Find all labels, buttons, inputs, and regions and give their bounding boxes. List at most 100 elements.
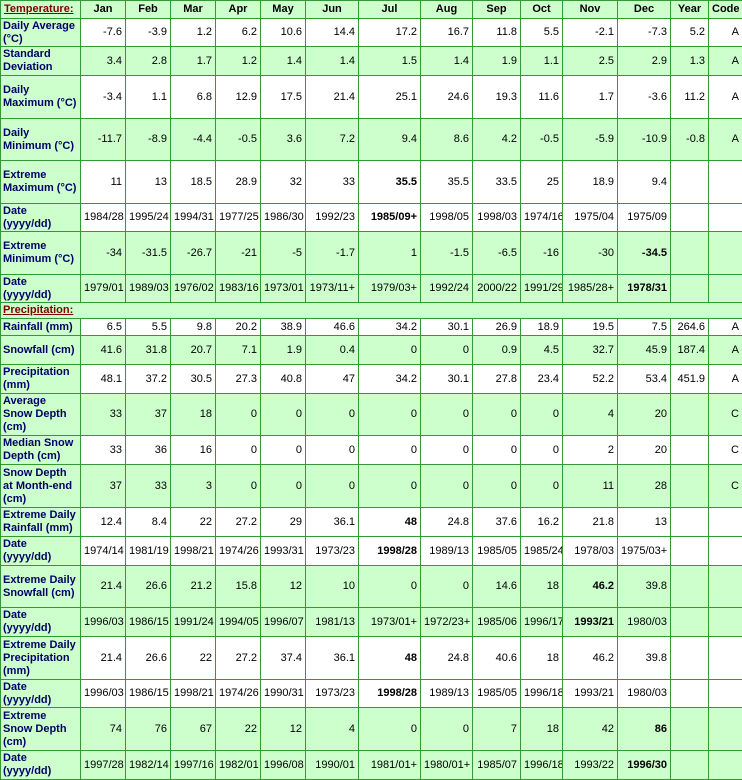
cell-value: 1997/28 bbox=[80, 750, 126, 780]
cell-value: 1986/15 bbox=[125, 607, 171, 637]
empty-cell bbox=[670, 231, 709, 275]
cell-value: 0 bbox=[420, 464, 473, 508]
cell-value: -1.5 bbox=[420, 231, 473, 275]
column-header: Jun bbox=[305, 0, 359, 19]
empty-cell bbox=[708, 565, 742, 608]
data-row: Snowfall (cm) 41.6 31.8 20.7 7.1 1.9 0.4 0 0 0.9 4… bbox=[0, 335, 742, 365]
cell-value: 6.5 bbox=[80, 318, 126, 336]
cell-value: 31.8 bbox=[125, 335, 171, 365]
cell-value: 0 bbox=[420, 335, 473, 365]
column-header: Apr bbox=[215, 0, 261, 19]
cell-value: 1990/01 bbox=[305, 750, 359, 780]
cell-value: 1982/01 bbox=[215, 750, 261, 780]
cell-value: 1985/05 bbox=[472, 536, 521, 566]
cell-value: 18 bbox=[520, 565, 563, 608]
cell-value: 11.6 bbox=[520, 75, 563, 119]
row-label: Precipitation (mm) bbox=[0, 364, 81, 394]
cell-value: 1.4 bbox=[420, 46, 473, 76]
cell-value: 2 bbox=[562, 435, 618, 465]
cell-value: 19.5 bbox=[562, 318, 618, 336]
cell-value: 52.2 bbox=[562, 364, 618, 394]
cell-value: 27.2 bbox=[215, 507, 261, 537]
cell-value: 1974/26 bbox=[215, 536, 261, 566]
row-label: Average Snow Depth (cm) bbox=[0, 393, 81, 436]
row-label: Median Snow Depth (cm) bbox=[0, 435, 81, 465]
empty-cell bbox=[708, 707, 742, 751]
cell-value: 1989/13 bbox=[420, 679, 473, 708]
cell-value: 1989/03 bbox=[125, 274, 171, 303]
cell-value: 1996/30 bbox=[617, 750, 671, 780]
cell-value: 1998/28 bbox=[358, 679, 421, 708]
cell-value: 3.6 bbox=[260, 118, 306, 161]
cell-value: 23.4 bbox=[520, 364, 563, 394]
cell-value: 27.2 bbox=[215, 636, 261, 680]
cell-value: 1996/18 bbox=[520, 750, 563, 780]
cell-value: 0 bbox=[472, 393, 521, 436]
cell-value: 37 bbox=[125, 393, 171, 436]
cell-value: 15.8 bbox=[215, 565, 261, 608]
empty-cell bbox=[670, 393, 709, 436]
cell-value: 1992/24 bbox=[420, 274, 473, 303]
data-row: Extreme Snow Depth (cm) 74 76 67 22 12 4 0 0 7 18 4… bbox=[0, 707, 742, 751]
cell-value: 1973/01 bbox=[260, 274, 306, 303]
cell-value: 1994/05 bbox=[215, 607, 261, 637]
empty-cell bbox=[708, 750, 742, 780]
cell-value: 1998/05 bbox=[420, 203, 473, 232]
empty-cell bbox=[670, 565, 709, 608]
cell-value: 32 bbox=[260, 160, 306, 204]
row-label: Date (yyyy/dd) bbox=[0, 607, 81, 637]
empty-cell bbox=[708, 679, 742, 708]
cell-value: 4.5 bbox=[520, 335, 563, 365]
cell-value: 18 bbox=[520, 636, 563, 680]
cell-value: 38.9 bbox=[260, 318, 306, 336]
cell-value: -7.3 bbox=[617, 18, 671, 47]
empty-cell bbox=[670, 435, 709, 465]
section-title: Precipitation: bbox=[3, 304, 74, 316]
cell-value: 13 bbox=[125, 160, 171, 204]
cell-value: 37.2 bbox=[125, 364, 171, 394]
cell-value: 0 bbox=[520, 464, 563, 508]
cell-value: -3.4 bbox=[80, 75, 126, 119]
empty-cell bbox=[670, 679, 709, 708]
cell-value: 3.4 bbox=[80, 46, 126, 76]
cell-value: 18.9 bbox=[520, 318, 563, 336]
section-cell: Precipitation: bbox=[0, 302, 742, 319]
empty-cell bbox=[670, 507, 709, 537]
cell-value: 9.4 bbox=[617, 160, 671, 204]
row-label: Standard Deviation bbox=[0, 46, 81, 76]
cell-value: 20 bbox=[617, 393, 671, 436]
cell-value: 21.4 bbox=[305, 75, 359, 119]
cell-value: 1.2 bbox=[170, 18, 216, 47]
cell-value: 18.9 bbox=[562, 160, 618, 204]
cell-value: 9.8 bbox=[170, 318, 216, 336]
row-label: Extreme Maximum (°C) bbox=[0, 160, 81, 204]
cell-value: 11 bbox=[80, 160, 126, 204]
cell-value: 48 bbox=[358, 507, 421, 537]
cell-value: 1993/22 bbox=[562, 750, 618, 780]
cell-value: 32.7 bbox=[562, 335, 618, 365]
cell-value: 46.6 bbox=[305, 318, 359, 336]
cell-value: 45.9 bbox=[617, 335, 671, 365]
row-label: Snowfall (cm) bbox=[0, 335, 81, 365]
cell-value: 0 bbox=[215, 393, 261, 436]
cell-value: 16 bbox=[170, 435, 216, 465]
empty-cell bbox=[670, 707, 709, 751]
cell-value: 1979/03+ bbox=[358, 274, 421, 303]
cell-value: 1993/21 bbox=[562, 607, 618, 637]
cell-value: 53.4 bbox=[617, 364, 671, 394]
year-value: 187.4 bbox=[670, 335, 709, 365]
cell-value: 28.9 bbox=[215, 160, 261, 204]
cell-value: -2.1 bbox=[562, 18, 618, 47]
cell-value: 11 bbox=[562, 464, 618, 508]
code-value: A bbox=[708, 46, 742, 76]
cell-value: 17.5 bbox=[260, 75, 306, 119]
cell-value: -31.5 bbox=[125, 231, 171, 275]
row-label: Extreme Daily Rainfall (mm) bbox=[0, 507, 81, 537]
year-value: 5.2 bbox=[670, 18, 709, 47]
data-row: Extreme Daily Snowfall (cm) 21.4 26.6 21.2 1… bbox=[0, 565, 742, 608]
cell-value: 30.1 bbox=[420, 318, 473, 336]
cell-value: 1996/18 bbox=[520, 679, 563, 708]
cell-value: 2.9 bbox=[617, 46, 671, 76]
empty-cell bbox=[670, 203, 709, 232]
